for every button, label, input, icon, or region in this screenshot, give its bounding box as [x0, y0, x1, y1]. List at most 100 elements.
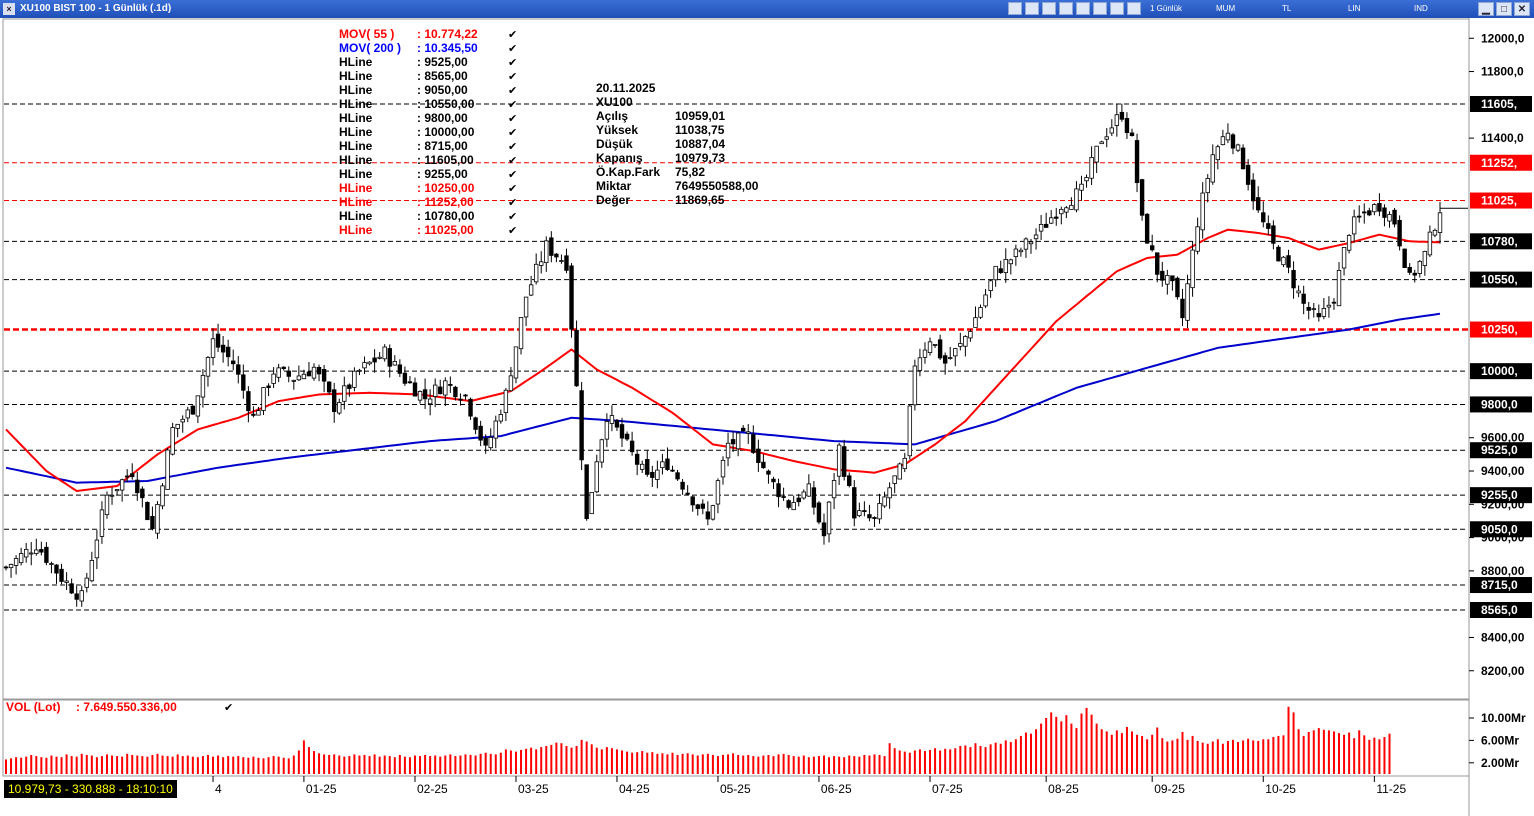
tool-icon-a[interactable]: [1008, 2, 1022, 15]
candle-body: [988, 280, 993, 291]
mode-linear[interactable]: LIN: [1348, 4, 1361, 13]
candle: [39, 541, 44, 556]
candle-body: [847, 475, 852, 486]
candle: [1003, 248, 1008, 283]
candle: [8, 563, 14, 578]
chart[interactable]: 12000,011800,011400,09600,009400,009200,…: [0, 18, 1534, 816]
candle-body: [34, 549, 39, 554]
mode-currency[interactable]: TL: [1282, 4, 1292, 13]
candle: [296, 365, 302, 382]
candle: [215, 323, 221, 353]
candle: [604, 413, 610, 448]
candle: [160, 483, 165, 510]
legend-label: HLine: [339, 69, 373, 83]
legend-label: HLine: [339, 167, 373, 181]
candle: [634, 450, 640, 476]
candle: [1180, 288, 1185, 327]
candle-body: [1089, 156, 1094, 179]
candle: [1119, 103, 1125, 122]
check-icon: ✔: [508, 98, 517, 111]
candle-body: [1422, 251, 1428, 266]
candle-body: [836, 444, 842, 477]
candle-body: [766, 470, 771, 475]
candle-body: [1281, 256, 1286, 266]
candle-body: [271, 373, 276, 384]
candle-body: [1185, 283, 1190, 321]
tool-icon-e[interactable]: [1076, 2, 1090, 15]
candle-body: [1074, 188, 1079, 211]
candle: [1023, 237, 1029, 258]
candle-body: [74, 593, 79, 600]
candle-body: [1306, 306, 1311, 311]
candle: [362, 356, 367, 375]
mode-indicator[interactable]: IND: [1414, 4, 1428, 13]
candle: [1372, 203, 1377, 216]
candle-body: [897, 463, 902, 480]
tooltip-value: 75,82: [675, 165, 705, 179]
candle-body: [468, 398, 473, 417]
candle-body: [1427, 231, 1433, 256]
candle-body: [256, 410, 261, 416]
candle: [114, 489, 120, 495]
candle-body: [458, 398, 463, 401]
close-icon[interactable]: ×: [3, 3, 15, 15]
candle-body: [882, 496, 887, 507]
volume-label: VOL (Lot): [6, 700, 60, 714]
x-tick-label: 10-25: [1265, 782, 1296, 796]
candle: [968, 329, 973, 342]
candle-body: [448, 384, 453, 386]
candle-body: [357, 369, 362, 372]
mode-period[interactable]: 1 Günlük: [1150, 4, 1183, 13]
candle: [559, 254, 564, 264]
hline-marker: [1470, 396, 1532, 413]
candle-body: [877, 503, 882, 520]
candle-body: [1104, 136, 1109, 140]
hline-marker-label: 10550,: [1481, 273, 1518, 287]
candle: [402, 366, 408, 386]
candle: [710, 504, 716, 521]
candle: [852, 480, 857, 527]
candle-body: [821, 522, 827, 537]
tool-icon-h[interactable]: [1127, 2, 1141, 15]
mode-candle[interactable]: MUM: [1216, 4, 1236, 13]
candle-body: [1109, 127, 1114, 134]
candle: [1190, 241, 1195, 297]
candle-body: [1225, 132, 1231, 141]
candle-body: [1180, 298, 1185, 319]
candle: [1079, 175, 1084, 201]
candle-body: [1261, 212, 1266, 223]
tool-icon-c[interactable]: [1042, 2, 1056, 15]
candle-body: [1286, 255, 1291, 268]
tool-icon-b[interactable]: [1025, 2, 1039, 15]
candle-body: [215, 333, 221, 348]
minimize-button[interactable]: ▁: [1478, 2, 1494, 16]
candle: [498, 409, 504, 424]
candle-body: [1124, 118, 1130, 133]
window-close-button[interactable]: ✕: [1514, 2, 1530, 16]
legend-label: HLine: [339, 83, 373, 97]
candle: [124, 469, 130, 483]
tool-icon-d[interactable]: [1059, 2, 1073, 15]
candle-body: [1357, 215, 1362, 218]
candle: [1235, 143, 1241, 153]
candle: [816, 501, 822, 525]
candle: [246, 386, 251, 423]
tool-icon-f[interactable]: [1093, 2, 1107, 15]
candle: [1407, 263, 1412, 275]
candle-body: [387, 348, 392, 367]
candle-body: [362, 362, 367, 369]
tooltip-key: Kapanış: [596, 151, 643, 165]
candle: [427, 389, 433, 416]
maximize-button[interactable]: □: [1496, 2, 1512, 16]
candle: [483, 434, 488, 454]
candle-body: [1250, 179, 1256, 202]
tool-icon-g[interactable]: [1110, 2, 1124, 15]
candle: [1200, 182, 1205, 239]
candle: [170, 422, 175, 456]
window-title: XU100 BIST 100 - 1 Günlük (.1d): [20, 3, 172, 14]
candle: [468, 397, 473, 420]
candle: [1084, 174, 1089, 188]
candle: [256, 406, 261, 416]
legend-label: HLine: [339, 97, 373, 111]
candle-body: [1099, 141, 1104, 145]
